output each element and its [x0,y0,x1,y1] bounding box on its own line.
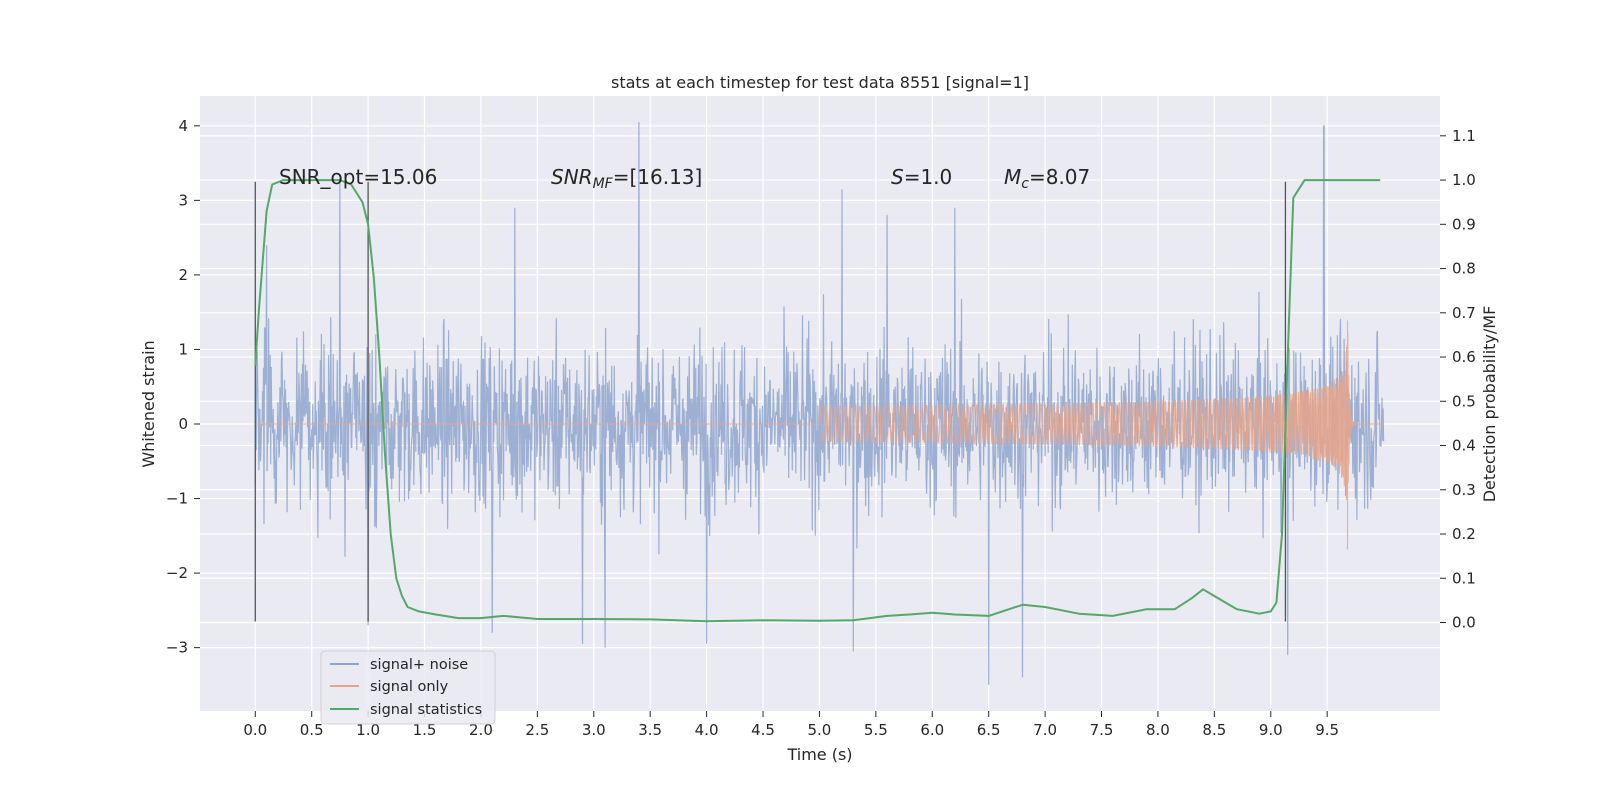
legend: signal+ noise signal only signal statist… [320,650,496,725]
mc-value: =8.07 [1029,165,1090,189]
y-left-tick-label: −2 [166,564,188,582]
x-tick-label: 1.5 [413,721,437,739]
legend-label-signal-statistics: signal statistics [370,702,482,718]
y-left-tick-label: 2 [178,266,188,284]
y-left-tick-label: −3 [166,639,188,657]
y-right-tick-label: 1.0 [1452,171,1476,189]
annotation-s: S=1.0 [891,165,952,189]
x-tick-label: 4.5 [751,721,775,739]
y-right-tick-label: 0.1 [1452,569,1476,587]
snr-mf-value: =[16.13] [613,165,703,189]
signal-only-line [255,320,1384,550]
x-tick-label: 2.5 [525,721,549,739]
y-left-tick-label: 1 [178,340,188,358]
x-axis-label: Time (s) [786,745,852,764]
s-symbol: S [891,165,904,189]
annotation-mc: Mc=8.07 [1004,165,1090,192]
y-axis-label-left: Whitened strain [139,340,158,467]
y-left-tick-label: 3 [178,191,188,209]
y-left-tick-label: −1 [166,490,188,508]
x-tick-label: 6.0 [920,721,944,739]
y-right-tick-label: 0.3 [1452,481,1476,499]
y-right-tick-label: 0.0 [1452,614,1476,632]
y-left-tick-label: 4 [178,117,188,135]
y-right-tick-label: 0.6 [1452,348,1476,366]
mc-subscript: c [1021,176,1029,192]
x-tick-label: 9.0 [1259,721,1283,739]
x-tick-label: 4.0 [695,721,719,739]
y-right-tick-label: 0.2 [1452,525,1476,543]
x-tick-label: 5.5 [864,721,888,739]
x-tick-label: 1.0 [356,721,380,739]
y-axis-label-right: Detection probability/MF [1480,306,1499,503]
y-right-tick-label: 0.9 [1452,215,1476,233]
series-signal-statistics [254,179,1381,623]
x-tick-label: 9.5 [1315,721,1339,739]
y-right-tick-label: 1.1 [1452,127,1476,145]
series-signal-only [255,320,1384,550]
x-tick-label: 8.0 [1146,721,1170,739]
y-left-tick-label: 0 [178,415,188,433]
legend-box [320,650,496,725]
x-tick-label: 2.0 [469,721,493,739]
y-right-tick-label: 0.5 [1452,392,1476,410]
x-tick-label: 3.0 [582,721,606,739]
x-tick-label: 6.5 [977,721,1001,739]
y-right-tick-label: 0.7 [1452,304,1476,322]
s-value: =1.0 [904,165,953,189]
legend-label-signal-only: signal only [370,679,449,695]
annotation-snr-mf: SNRMF=[16.13] [551,165,702,192]
legend-label-signal-noise: signal+ noise [370,657,468,673]
snr-mf-symbol: SNR [551,165,593,189]
annotation-snr-opt: SNR_opt=15.06 [279,165,437,189]
x-tick-label: 5.0 [808,721,832,739]
x-tick-label: 7.0 [1033,721,1057,739]
signal-statistics-line [254,179,1381,623]
y-right-tick-label: 0.4 [1452,437,1476,455]
x-tick-label: 0.5 [300,721,324,739]
x-tick-label: 7.5 [1090,721,1114,739]
x-tick-label: 3.5 [638,721,662,739]
snr-mf-subscript: MF [593,176,614,192]
mc-symbol: M [1004,165,1021,189]
chart-title: stats at each timestep for test data 855… [611,73,1029,92]
x-tick-label: 0.0 [243,721,267,739]
y-right-tick-label: 0.8 [1452,260,1476,278]
tick-labels: 0.0 0.5 1.0 1.5 2.0 2.5 3.0 3.5 4.0 4.5 5.0 5.5 6.0 6… [166,117,1476,739]
x-tick-label: 8.5 [1202,721,1226,739]
